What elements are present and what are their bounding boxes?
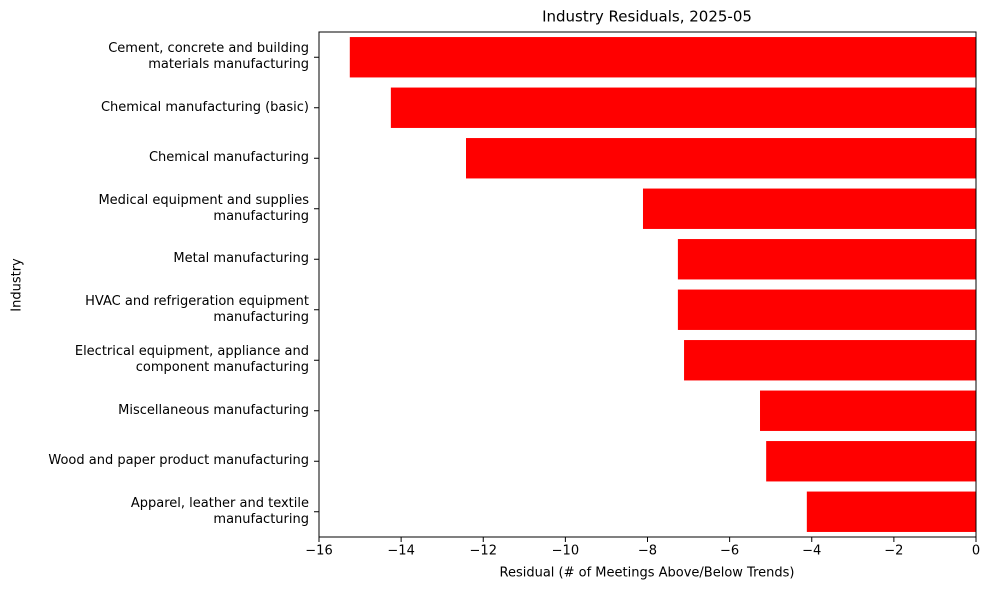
x-tick-label: −8 bbox=[638, 544, 657, 559]
x-tick-label: −4 bbox=[802, 544, 821, 559]
bar bbox=[677, 289, 976, 330]
x-axis-label: Residual (# of Meetings Above/Below Tren… bbox=[500, 566, 795, 581]
y-tick-label: Metal manufacturing bbox=[173, 251, 309, 267]
x-tick-label: 0 bbox=[972, 544, 980, 559]
bar bbox=[642, 188, 976, 229]
y-axis-label: Industry bbox=[10, 258, 25, 312]
plot-frame bbox=[318, 31, 977, 538]
bar bbox=[766, 441, 976, 482]
bar bbox=[390, 87, 976, 128]
y-tick-label: Cement, concrete and building materials … bbox=[108, 41, 309, 73]
bar bbox=[349, 37, 976, 78]
x-tick-label: −10 bbox=[552, 544, 579, 559]
y-tick-label: HVAC and refrigeration equipment manufac… bbox=[85, 293, 309, 325]
y-tick-label: Wood and paper product manufacturing bbox=[48, 453, 309, 469]
bar bbox=[677, 239, 976, 280]
y-tick-label: Miscellaneous manufacturing bbox=[118, 402, 309, 418]
y-tick-label: Apparel, leather and textile manufacturi… bbox=[130, 495, 309, 527]
x-tick-label: −14 bbox=[387, 544, 414, 559]
bar bbox=[466, 138, 976, 179]
bar bbox=[806, 491, 976, 532]
y-tick-label: Chemical manufacturing bbox=[148, 150, 309, 166]
x-tick-label: −6 bbox=[720, 544, 739, 559]
x-tick-label: −16 bbox=[305, 544, 332, 559]
y-tick-label: Electrical equipment, appliance and comp… bbox=[74, 344, 309, 376]
chart-title: Industry Residuals, 2025-05 bbox=[542, 8, 752, 26]
x-tick-label: −12 bbox=[470, 544, 497, 559]
y-tick-label: Chemical manufacturing (basic) bbox=[100, 99, 309, 115]
x-tick-label: −2 bbox=[884, 544, 903, 559]
bar bbox=[684, 340, 976, 381]
y-tick-label: Medical equipment and supplies manufactu… bbox=[98, 192, 309, 224]
bar bbox=[760, 390, 976, 431]
